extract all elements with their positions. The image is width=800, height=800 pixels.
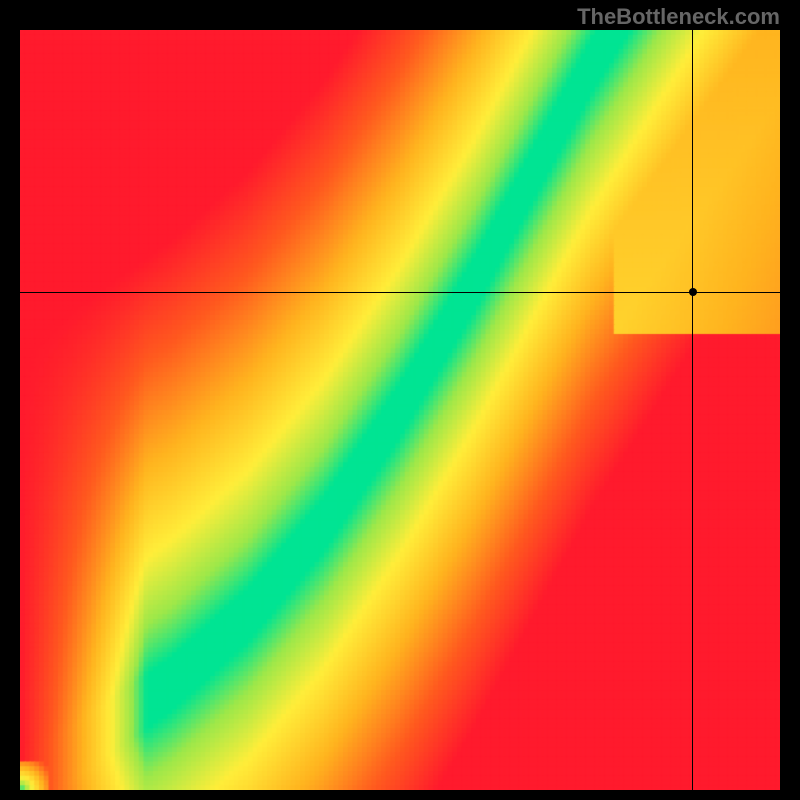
marker-dot <box>689 288 697 296</box>
heatmap-plot-area <box>20 30 780 790</box>
watermark-text: TheBottleneck.com <box>577 4 780 30</box>
heatmap-canvas <box>20 30 780 790</box>
crosshair-horizontal <box>20 292 780 293</box>
crosshair-vertical <box>692 30 693 790</box>
chart-container: TheBottleneck.com <box>0 0 800 800</box>
